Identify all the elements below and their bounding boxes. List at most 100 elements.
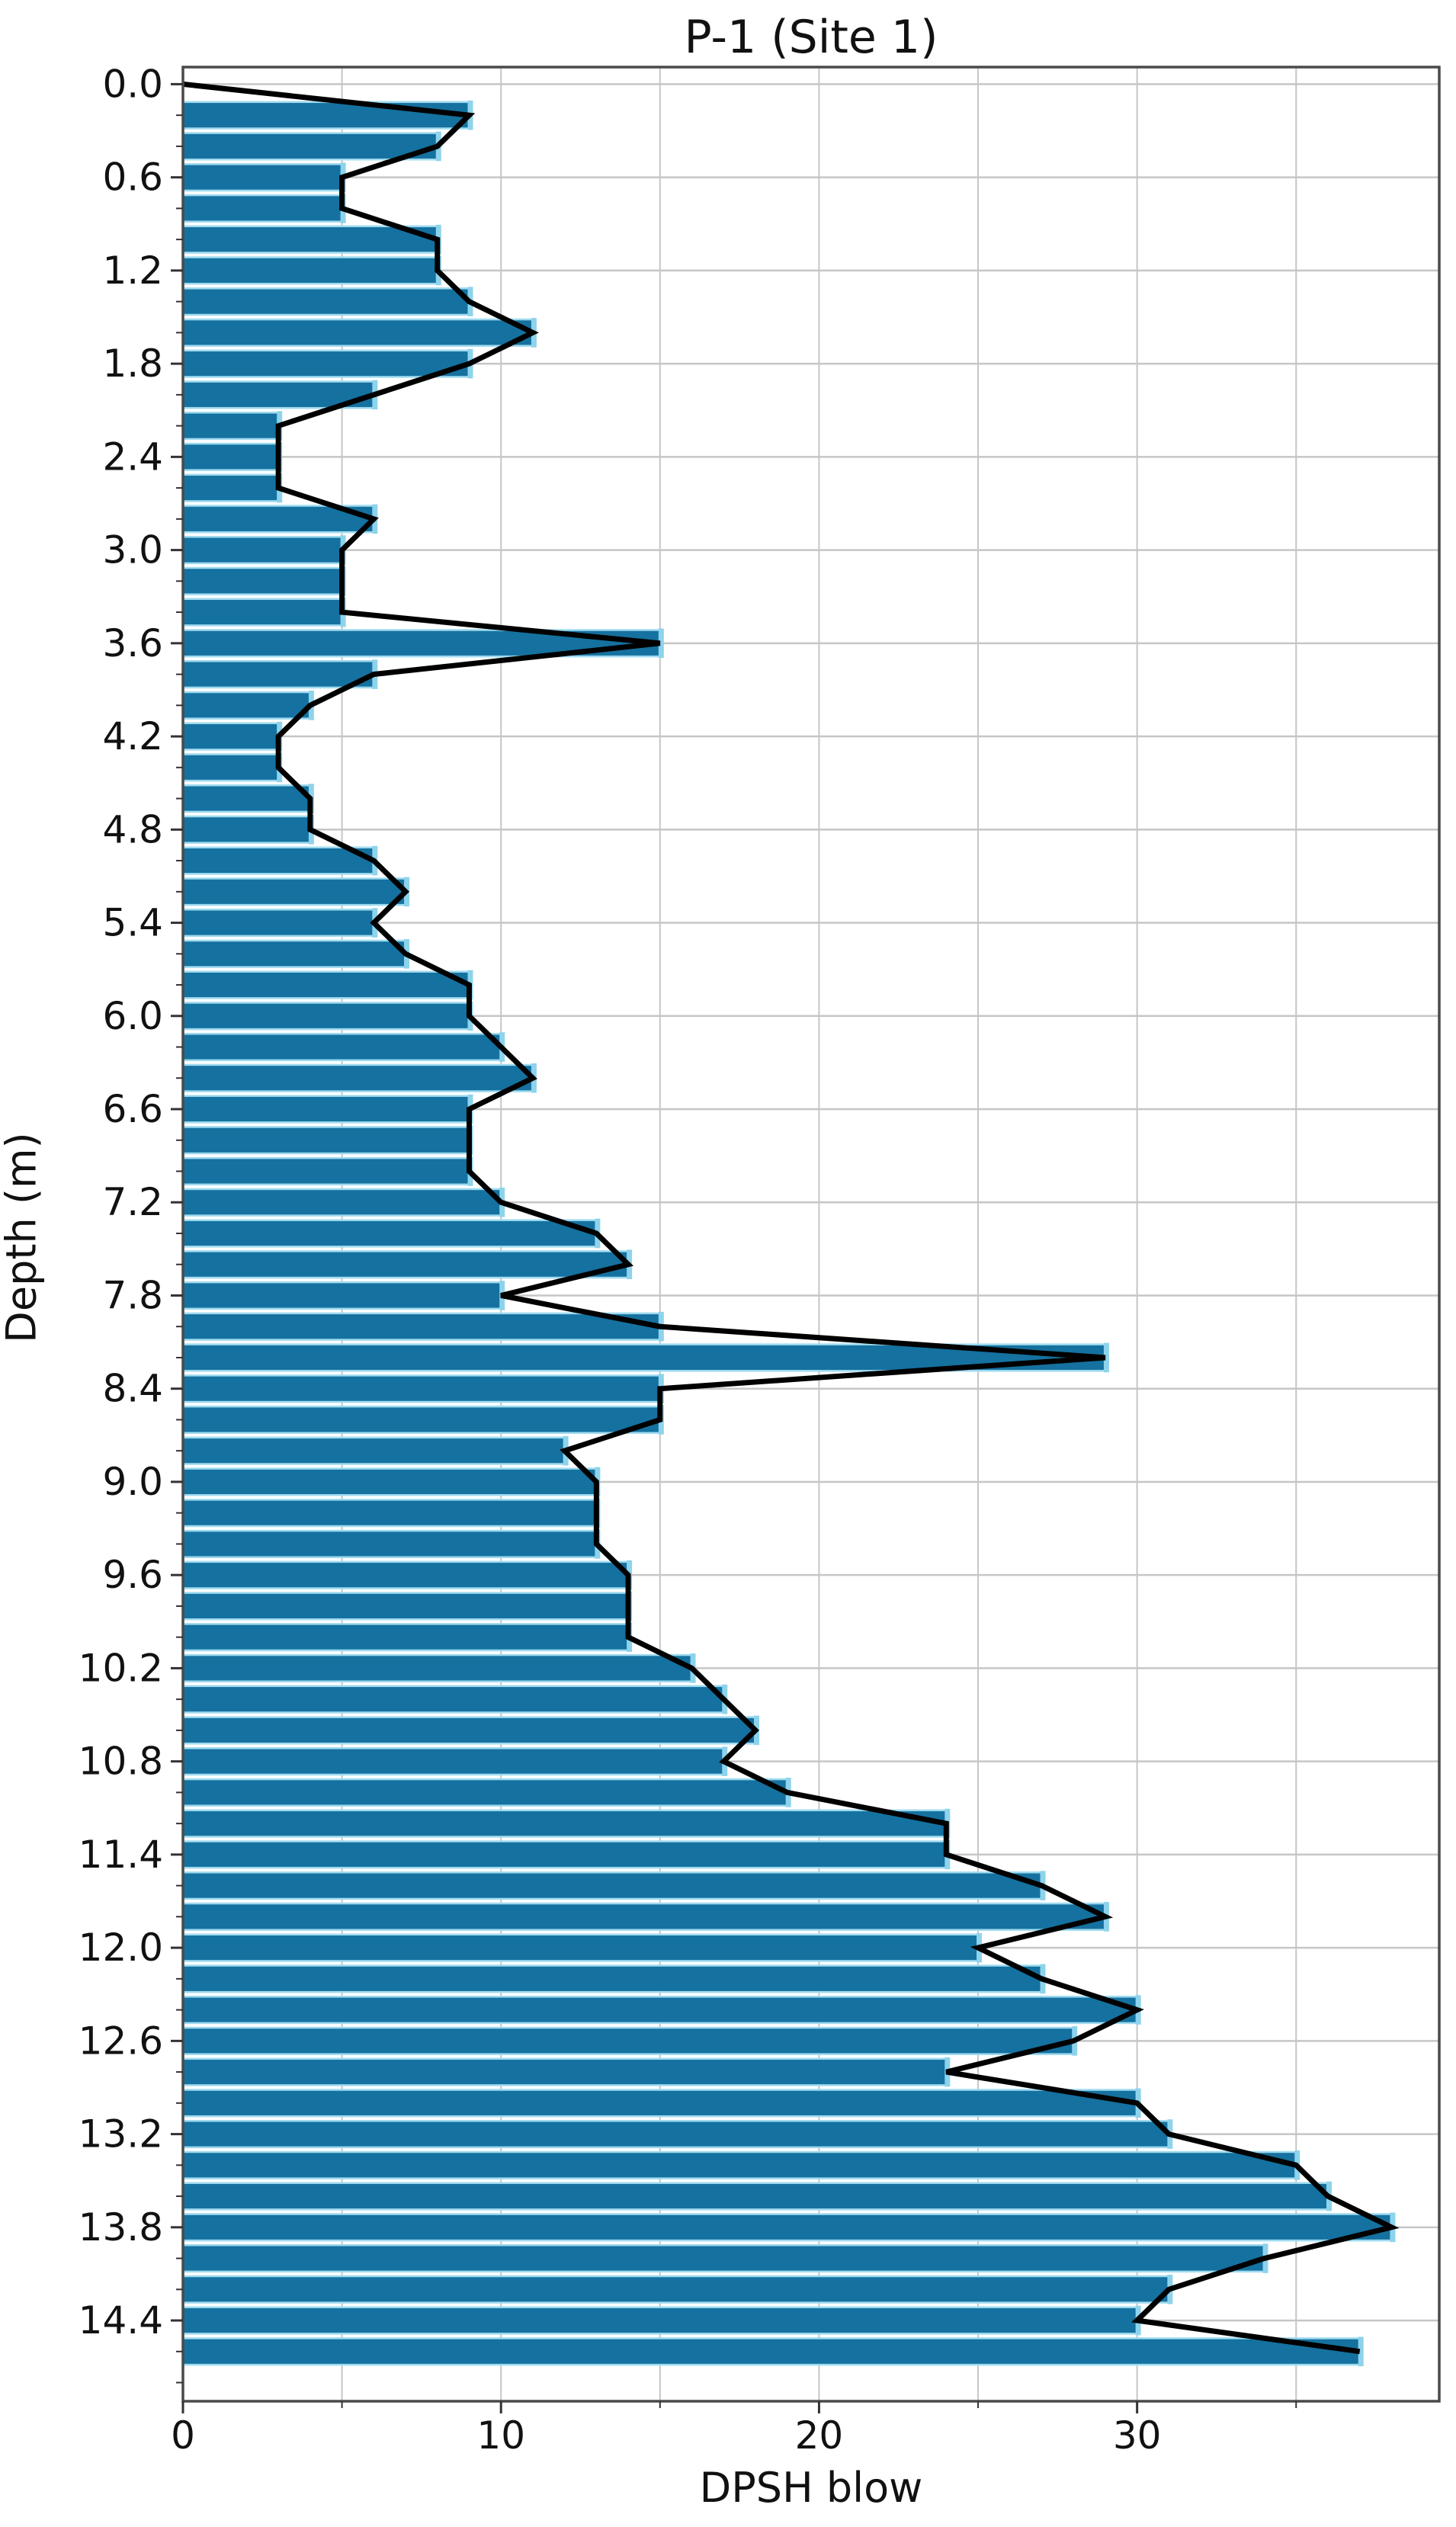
dpsh-bar [181, 1623, 630, 1652]
dpsh-bar [181, 1685, 725, 1714]
y-tick-label: 11.4 [79, 1833, 163, 1877]
dpsh-bar [181, 1560, 630, 1589]
dpsh-bar [181, 2337, 1361, 2366]
dpsh-bar [181, 1032, 502, 1062]
y-tick-label: 10.2 [79, 1646, 163, 1690]
y-tick-label: 1.8 [102, 342, 163, 386]
dpsh-bar [181, 132, 439, 161]
dpsh-bar [181, 1063, 534, 1092]
profile-line [182, 81, 1400, 2355]
dpsh-bar [181, 2213, 1393, 2242]
dpsh-bar [181, 194, 343, 223]
y-tick-label: 7.8 [102, 1273, 163, 1317]
y-tick-label: 7.2 [102, 1180, 163, 1224]
y-tick-label: 10.8 [79, 1740, 163, 1784]
dpsh-bar [181, 1156, 470, 1186]
dpsh-bar [181, 1747, 725, 1776]
dpsh-bar [181, 1902, 1107, 1931]
dpsh-bar [181, 412, 280, 441]
dpsh-bar [181, 2275, 1170, 2304]
dpsh-bar [181, 1499, 598, 1528]
dpsh-bar [181, 598, 343, 627]
y-tick-label: 1.2 [102, 249, 163, 293]
dpsh-bar [181, 1250, 630, 1279]
chart-title: P-1 (Site 1) [684, 11, 938, 64]
dpsh-bar [181, 1592, 630, 1621]
y-tick-label: 6.0 [102, 994, 163, 1038]
y-tick-label: 3.0 [102, 528, 163, 572]
dpsh-bar [181, 1933, 980, 1962]
y-tick-label: 4.8 [102, 807, 163, 851]
dpsh-bar [181, 2120, 1170, 2149]
dpsh-bar [181, 566, 343, 595]
y-tick-label: 6.6 [102, 1087, 163, 1131]
bar-tip-cap [658, 628, 664, 659]
bar-tip-cap [1358, 2336, 1364, 2367]
y-tick-label: 12.6 [79, 2019, 163, 2063]
dpsh-bar [181, 1529, 598, 1558]
dpsh-bar [181, 2150, 1297, 2179]
dpsh-bar [181, 1840, 948, 1869]
dpsh-bar [181, 1405, 662, 1435]
dpsh-bar [181, 691, 312, 720]
dpsh-bar [181, 1778, 788, 1807]
dpsh-bar [181, 505, 375, 534]
y-tick-label: 13.2 [79, 2112, 163, 2157]
dpsh-bar [181, 256, 439, 285]
dpsh-bar [181, 1716, 757, 1745]
dpsh-bar [181, 2306, 1138, 2335]
dpsh-bar [181, 318, 534, 347]
bar-tip-cap [1103, 1342, 1109, 1373]
dpsh-bar [181, 1467, 598, 1496]
dpsh-bar [181, 660, 375, 689]
dpsh-bar [181, 1219, 598, 1248]
plot-frame [181, 66, 1441, 2403]
y-tick-label: 5.4 [102, 901, 163, 945]
dpsh-bar [181, 784, 312, 813]
dpsh-bar [181, 2057, 948, 2086]
dpsh-bar [181, 908, 375, 938]
dpsh-bar [181, 970, 470, 999]
dpsh-bar [181, 101, 470, 130]
y-tick-label: 12.0 [79, 1926, 163, 1970]
y-tick-label: 2.4 [102, 435, 163, 479]
dpsh-bar [181, 753, 280, 782]
dpsh-bar [181, 287, 470, 316]
dpsh-bar [181, 2026, 1075, 2055]
y-tick-label: 13.8 [79, 2205, 163, 2250]
dpsh-bar [181, 1809, 948, 1838]
x-tick-label: 0 [171, 2413, 195, 2458]
y-tick-label: 0.6 [102, 156, 163, 200]
dpsh-bar [181, 1374, 662, 1403]
y-tick-label: 9.0 [102, 1460, 163, 1504]
dpsh-bar [181, 1188, 502, 1217]
x-axis-label: DPSH blow [699, 2464, 923, 2512]
dpsh-bar [181, 536, 343, 565]
dpsh-bar [181, 2089, 1138, 2118]
dpsh-bar [181, 939, 407, 968]
y-tick-label: 3.6 [102, 621, 163, 665]
dpsh-bar [181, 1871, 1043, 1900]
dpsh-bar [181, 2244, 1265, 2273]
dpsh-bar [181, 846, 375, 875]
dpsh-bar [181, 722, 280, 751]
y-tick-label: 9.6 [102, 1553, 163, 1597]
y-tick-label: 4.2 [102, 714, 163, 758]
dpsh-bar [181, 815, 312, 844]
dpsh-bar [181, 1002, 470, 1031]
dpsh-bar [181, 1436, 566, 1465]
dpsh-bar [181, 225, 439, 254]
y-tick-label: 14.4 [79, 2298, 163, 2343]
dpsh-bar [181, 1095, 470, 1124]
y-tick-label: 8.4 [102, 1367, 163, 1411]
x-tick-label: 30 [1113, 2413, 1162, 2458]
x-tick-label: 10 [476, 2413, 525, 2458]
dpsh-bar [181, 473, 280, 502]
dpsh-bar [181, 349, 470, 378]
dpsh-bar [181, 163, 343, 192]
dpsh-bar [181, 442, 280, 471]
dpsh-bar [181, 877, 407, 906]
dpsh-bar [181, 1281, 502, 1310]
dpsh-bar [181, 2182, 1329, 2211]
